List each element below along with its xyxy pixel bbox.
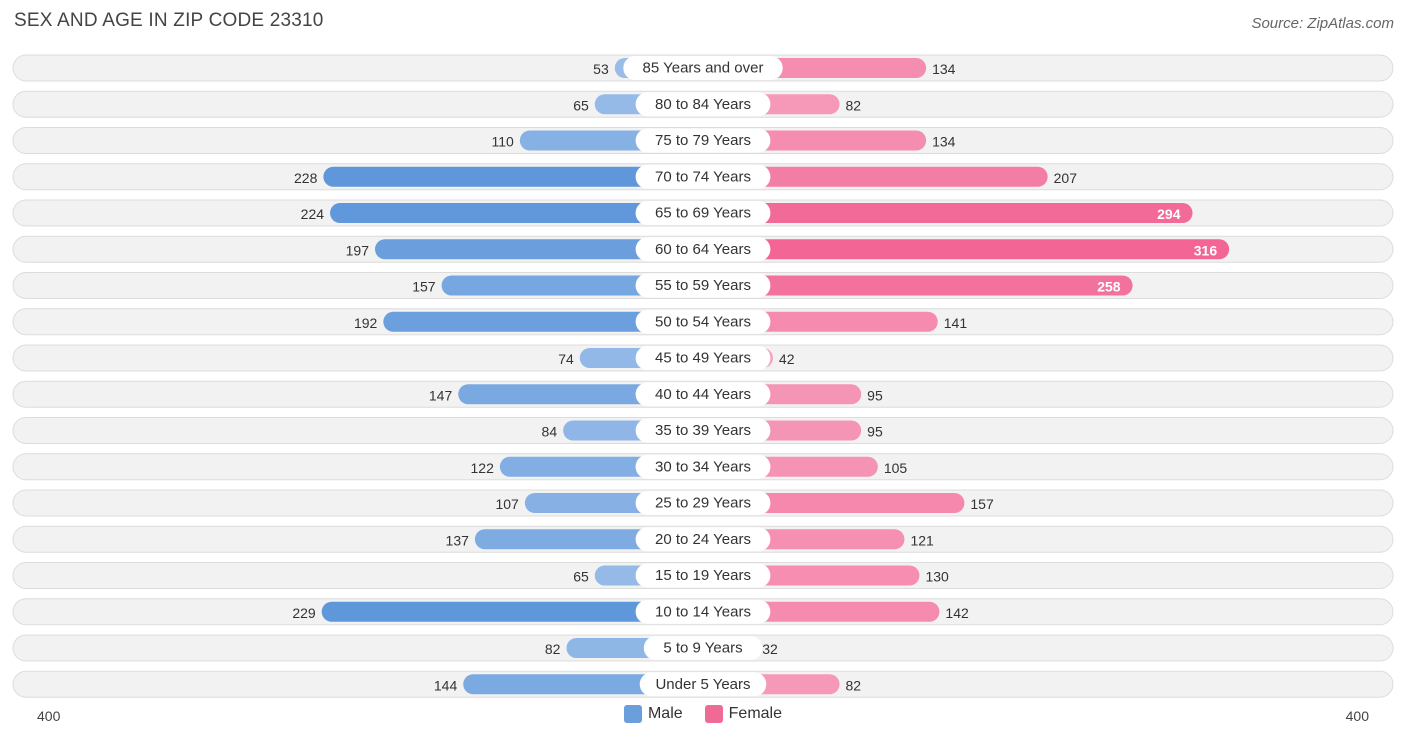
category-label-pill bbox=[635, 563, 771, 588]
legend-swatch-male bbox=[623, 705, 642, 723]
category-label: 35 to 39 Years bbox=[655, 422, 751, 439]
value-label-male: 192 bbox=[354, 315, 378, 331]
category-label: 80 to 84 Years bbox=[655, 96, 751, 113]
category-label: 20 to 24 Years bbox=[655, 531, 751, 548]
bar-female bbox=[703, 166, 1048, 187]
value-label-male: 84 bbox=[542, 424, 558, 440]
category-label: 55 to 59 Years bbox=[655, 277, 751, 294]
value-label-female: 134 bbox=[932, 61, 956, 77]
value-label-female: 121 bbox=[910, 532, 934, 548]
chart-source: Source: ZipAtlas.com bbox=[1251, 15, 1394, 32]
bar-male bbox=[383, 311, 703, 332]
category-label-pill bbox=[635, 527, 771, 552]
value-label-female: 294 bbox=[1157, 206, 1181, 222]
value-label-female: 134 bbox=[932, 134, 956, 150]
category-label-pill bbox=[623, 56, 783, 80]
bar-female bbox=[703, 275, 1133, 296]
category-label-pill bbox=[635, 309, 771, 334]
value-label-male: 107 bbox=[495, 496, 519, 512]
axis-min-label: 400 bbox=[37, 708, 61, 724]
bar-male bbox=[321, 601, 703, 622]
value-label-male: 224 bbox=[301, 206, 325, 222]
category-label: Under 5 Years bbox=[655, 676, 750, 693]
value-label-female: 32 bbox=[762, 641, 778, 657]
category-label: 70 to 74 Years bbox=[655, 168, 751, 185]
bar-female bbox=[703, 203, 1193, 223]
value-label-female: 207 bbox=[1054, 170, 1078, 186]
value-label-male: 53 bbox=[593, 61, 609, 77]
category-label: 25 to 29 Years bbox=[655, 495, 751, 512]
category-label: 40 to 44 Years bbox=[655, 386, 751, 403]
value-label-male: 122 bbox=[471, 460, 495, 476]
value-label-female: 42 bbox=[779, 351, 795, 367]
bar-male bbox=[374, 239, 703, 260]
bar-male bbox=[330, 203, 703, 223]
value-label-male: 82 bbox=[545, 641, 561, 657]
value-label-male: 144 bbox=[434, 677, 458, 693]
value-label-female: 82 bbox=[846, 97, 862, 113]
category-label-pill bbox=[635, 599, 771, 624]
axis-max-label: 400 bbox=[1346, 708, 1370, 724]
category-label: 75 to 79 Years bbox=[655, 132, 751, 149]
legend: Male Female bbox=[0, 705, 1406, 723]
category-label-pill bbox=[635, 164, 771, 189]
category-label-pill bbox=[635, 491, 771, 515]
value-label-male: 65 bbox=[573, 569, 589, 585]
bar-male bbox=[323, 166, 703, 187]
category-label: 65 to 69 Years bbox=[655, 205, 751, 222]
value-label-female: 130 bbox=[925, 569, 949, 585]
value-label-male: 197 bbox=[346, 242, 370, 258]
category-label: 50 to 54 Years bbox=[655, 313, 751, 330]
value-label-male: 229 bbox=[292, 605, 316, 621]
category-label: 10 to 14 Years bbox=[655, 603, 751, 620]
category-label: 15 to 19 Years bbox=[655, 567, 751, 584]
value-label-female: 95 bbox=[867, 387, 883, 403]
value-label-male: 157 bbox=[412, 279, 436, 295]
value-label-female: 82 bbox=[846, 677, 862, 693]
value-label-female: 157 bbox=[970, 496, 994, 512]
legend-label-female: Female bbox=[728, 705, 783, 722]
category-label-pill bbox=[635, 418, 771, 443]
category-label-pill bbox=[643, 636, 763, 660]
legend-item-male[interactable]: Male bbox=[623, 705, 683, 723]
value-label-male: 228 bbox=[294, 170, 318, 186]
value-label-male: 147 bbox=[429, 387, 453, 403]
category-label-pill bbox=[635, 346, 771, 370]
value-label-female: 316 bbox=[1194, 242, 1218, 258]
category-label-pill bbox=[635, 237, 771, 262]
category-label-pill bbox=[635, 201, 771, 225]
value-label-female: 142 bbox=[945, 605, 969, 621]
category-label-pill bbox=[635, 382, 771, 407]
category-label-pill bbox=[635, 273, 771, 298]
category-label-pill bbox=[635, 454, 771, 479]
legend-item-female[interactable]: Female bbox=[704, 705, 783, 723]
category-label: 60 to 64 Years bbox=[655, 241, 751, 258]
category-label-pill bbox=[635, 128, 771, 153]
value-label-male: 74 bbox=[558, 351, 574, 367]
bar-female bbox=[703, 239, 1230, 260]
category-label: 5 to 9 Years bbox=[663, 640, 742, 657]
value-label-female: 141 bbox=[944, 315, 968, 331]
category-label-pill bbox=[635, 92, 771, 117]
chart-title: SEX AND AGE IN ZIP CODE 23310 bbox=[14, 10, 324, 31]
value-label-male: 110 bbox=[492, 134, 515, 150]
category-label: 45 to 49 Years bbox=[655, 350, 751, 367]
category-label-pill bbox=[639, 672, 767, 697]
legend-swatch-female bbox=[704, 705, 723, 723]
category-label: 30 to 34 Years bbox=[655, 458, 751, 475]
value-label-female: 105 bbox=[884, 460, 908, 476]
category-label: 85 Years and over bbox=[643, 60, 764, 77]
value-label-female: 95 bbox=[867, 424, 883, 440]
value-label-male: 137 bbox=[446, 532, 470, 548]
value-label-male: 65 bbox=[573, 97, 589, 113]
legend-label-male: Male bbox=[647, 705, 683, 722]
value-label-female: 258 bbox=[1097, 279, 1121, 295]
